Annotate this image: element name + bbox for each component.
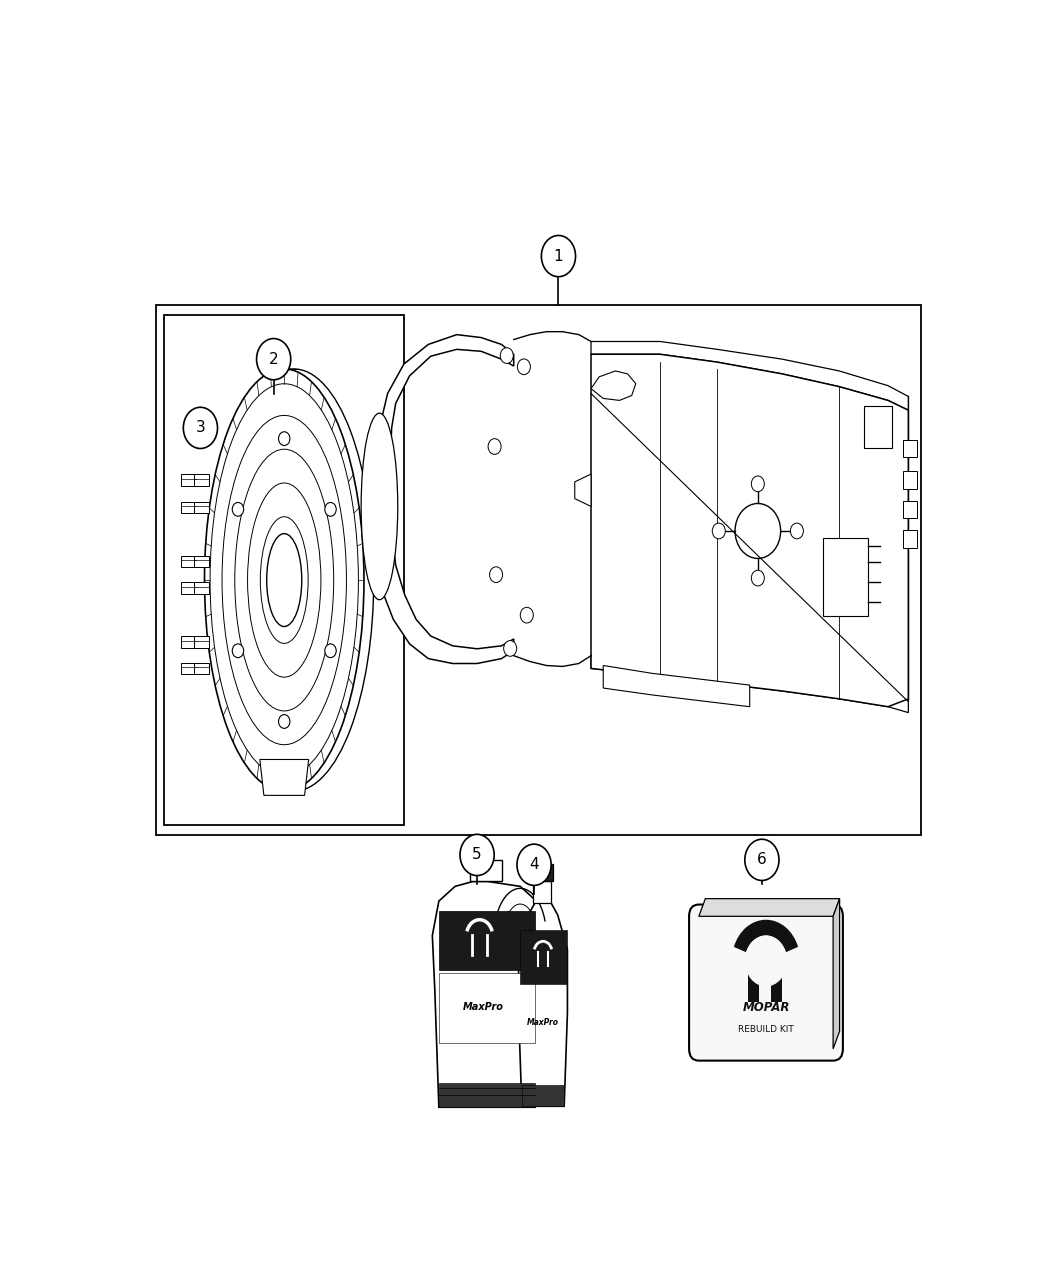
FancyBboxPatch shape	[181, 556, 195, 567]
Text: MaxPro: MaxPro	[527, 1019, 559, 1028]
FancyBboxPatch shape	[439, 910, 534, 970]
Ellipse shape	[214, 368, 374, 790]
Circle shape	[752, 570, 764, 586]
Wedge shape	[734, 919, 798, 952]
Circle shape	[752, 476, 764, 492]
FancyBboxPatch shape	[181, 581, 195, 594]
Polygon shape	[591, 342, 908, 411]
Circle shape	[278, 432, 290, 445]
Circle shape	[791, 523, 803, 539]
Text: 3: 3	[195, 421, 206, 435]
Circle shape	[232, 644, 244, 658]
FancyBboxPatch shape	[533, 881, 551, 903]
FancyBboxPatch shape	[863, 407, 892, 448]
Polygon shape	[591, 655, 908, 713]
FancyBboxPatch shape	[469, 859, 502, 881]
Ellipse shape	[205, 368, 364, 790]
Text: 5: 5	[472, 848, 482, 862]
Circle shape	[744, 839, 779, 881]
Circle shape	[504, 640, 517, 657]
Circle shape	[500, 348, 513, 363]
FancyBboxPatch shape	[194, 581, 209, 594]
Polygon shape	[574, 474, 591, 506]
Polygon shape	[376, 334, 513, 663]
FancyBboxPatch shape	[771, 973, 782, 1002]
FancyBboxPatch shape	[439, 973, 534, 1043]
Text: 4: 4	[529, 857, 539, 872]
FancyBboxPatch shape	[903, 440, 918, 458]
Polygon shape	[833, 899, 840, 1049]
Circle shape	[324, 644, 336, 658]
Circle shape	[542, 236, 575, 277]
Text: 1: 1	[553, 249, 563, 264]
Polygon shape	[591, 371, 635, 400]
Ellipse shape	[267, 534, 301, 626]
Circle shape	[460, 834, 495, 876]
Circle shape	[324, 502, 336, 516]
FancyBboxPatch shape	[194, 636, 209, 648]
Ellipse shape	[361, 413, 398, 599]
FancyBboxPatch shape	[748, 973, 759, 1002]
FancyBboxPatch shape	[181, 501, 195, 514]
Text: MaxPro: MaxPro	[463, 1002, 504, 1012]
FancyBboxPatch shape	[181, 474, 195, 486]
FancyBboxPatch shape	[689, 904, 843, 1061]
Circle shape	[518, 360, 530, 375]
Text: MOPAR: MOPAR	[742, 1001, 790, 1014]
FancyBboxPatch shape	[181, 636, 195, 648]
FancyBboxPatch shape	[181, 663, 195, 674]
Circle shape	[278, 714, 290, 728]
FancyBboxPatch shape	[194, 663, 209, 674]
Polygon shape	[603, 666, 750, 706]
FancyBboxPatch shape	[155, 305, 921, 835]
Circle shape	[712, 523, 726, 539]
Text: 2: 2	[269, 352, 278, 367]
Circle shape	[489, 567, 503, 583]
FancyBboxPatch shape	[522, 1085, 564, 1107]
Polygon shape	[591, 354, 908, 706]
Polygon shape	[259, 760, 309, 796]
Circle shape	[521, 607, 533, 623]
Text: 6: 6	[757, 853, 766, 867]
Circle shape	[488, 439, 501, 454]
Circle shape	[744, 936, 788, 987]
FancyBboxPatch shape	[903, 501, 918, 518]
Polygon shape	[433, 881, 543, 1107]
FancyBboxPatch shape	[531, 863, 552, 881]
FancyBboxPatch shape	[194, 556, 209, 567]
FancyBboxPatch shape	[439, 1082, 534, 1107]
FancyBboxPatch shape	[520, 929, 567, 983]
Text: REBUILD KIT: REBUILD KIT	[738, 1025, 794, 1034]
FancyBboxPatch shape	[903, 470, 918, 488]
FancyBboxPatch shape	[164, 315, 404, 825]
FancyBboxPatch shape	[194, 474, 209, 486]
Circle shape	[184, 407, 217, 449]
Polygon shape	[519, 903, 567, 1107]
Circle shape	[256, 339, 291, 380]
Polygon shape	[699, 899, 840, 917]
FancyBboxPatch shape	[194, 501, 209, 514]
FancyBboxPatch shape	[823, 538, 867, 616]
Circle shape	[232, 502, 244, 516]
FancyBboxPatch shape	[903, 530, 918, 548]
Circle shape	[517, 844, 551, 885]
